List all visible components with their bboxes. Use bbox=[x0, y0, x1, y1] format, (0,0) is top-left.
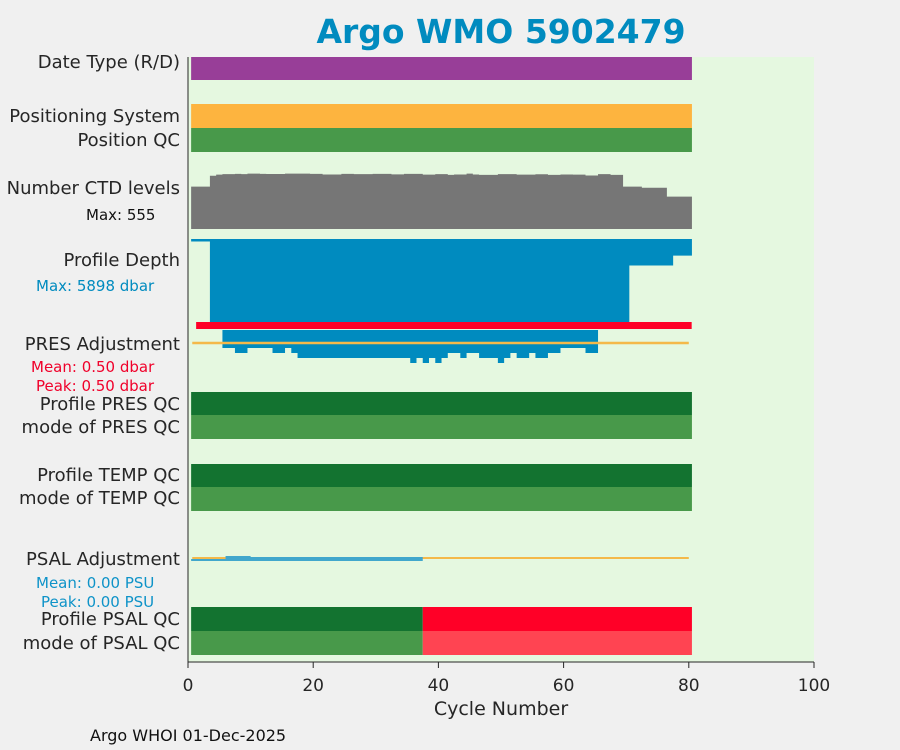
levels-max-note: Max: 555 bbox=[86, 206, 156, 224]
mode-temp-qc-bar bbox=[191, 487, 692, 511]
x-tick-label: 20 bbox=[302, 676, 325, 696]
profile-psal-qc-bad-bar bbox=[422, 607, 692, 631]
x-tick-label: 40 bbox=[427, 676, 450, 696]
mode-psal-qc-label: mode of PSAL QC bbox=[22, 633, 180, 654]
chart-title: Argo WMO 5902479 bbox=[316, 12, 686, 51]
profile-pres-qc-label: Profile PRES QC bbox=[39, 394, 180, 415]
number-ctd-levels-label: Number CTD levels bbox=[6, 178, 180, 199]
x-tick-label: 100 bbox=[797, 676, 831, 696]
pres-adjustment-label: PRES Adjustment bbox=[24, 334, 180, 355]
depth-max-note: Max: 5898 dbar bbox=[36, 277, 155, 295]
mode-pres-qc-label: mode of PRES QC bbox=[21, 417, 180, 438]
psal-adjusted-segment bbox=[191, 556, 423, 561]
deep-profile-extension bbox=[222, 330, 599, 363]
mode-pres-qc-bar bbox=[191, 415, 692, 439]
position-qc-label: Position QC bbox=[77, 130, 180, 151]
psal-mean-note: Mean: 0.00 PSU bbox=[36, 574, 155, 592]
x-axis-label: Cycle Number bbox=[433, 698, 569, 720]
profile-psal-qc-good-bar bbox=[191, 607, 423, 631]
pres-adjustment-bar bbox=[196, 322, 692, 329]
date-type-label: Date Type (R/D) bbox=[37, 52, 180, 73]
mode-temp-qc-label: mode of TEMP QC bbox=[18, 488, 180, 509]
x-tick-label: 80 bbox=[677, 676, 700, 696]
position-qc-bar bbox=[191, 128, 692, 152]
x-tick-label: 0 bbox=[182, 676, 194, 696]
profile-temp-qc-label: Profile TEMP QC bbox=[37, 465, 180, 486]
positioning-system-bar bbox=[191, 104, 692, 128]
footer-credit: Argo WHOI 01-Dec-2025 bbox=[90, 726, 287, 745]
profile-temp-qc-bar bbox=[191, 464, 692, 487]
pres-peak-note: Peak: 0.50 dbar bbox=[36, 377, 155, 395]
mode-psal-qc-good-bar bbox=[191, 631, 423, 655]
x-tick-label: 60 bbox=[552, 676, 575, 696]
profile-depth-bars bbox=[191, 239, 692, 322]
profile-pres-qc-bar bbox=[191, 392, 692, 415]
psal-adjustment-label: PSAL Adjustment bbox=[25, 549, 180, 570]
pres-mean-note: Mean: 0.50 dbar bbox=[31, 358, 155, 376]
profile-depth-label: Profile Depth bbox=[63, 250, 180, 271]
positioning-system-label: Positioning System bbox=[9, 106, 180, 127]
mode-psal-qc-bad-bar bbox=[422, 631, 692, 655]
ctd-levels-bars bbox=[191, 173, 692, 229]
profile-psal-qc-label: Profile PSAL QC bbox=[40, 609, 180, 630]
date-type-bar bbox=[191, 57, 692, 80]
psal-peak-note: Peak: 0.00 PSU bbox=[41, 593, 155, 611]
